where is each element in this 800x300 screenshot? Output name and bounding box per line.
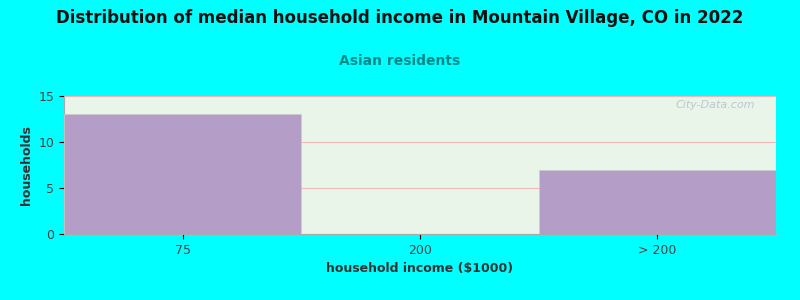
Bar <box>64 114 302 234</box>
X-axis label: household income ($1000): household income ($1000) <box>326 262 514 275</box>
Bar <box>538 169 776 234</box>
Text: City-Data.com: City-Data.com <box>675 100 754 110</box>
Y-axis label: households: households <box>20 125 33 205</box>
Text: Distribution of median household income in Mountain Village, CO in 2022: Distribution of median household income … <box>56 9 744 27</box>
Text: Asian residents: Asian residents <box>339 54 461 68</box>
